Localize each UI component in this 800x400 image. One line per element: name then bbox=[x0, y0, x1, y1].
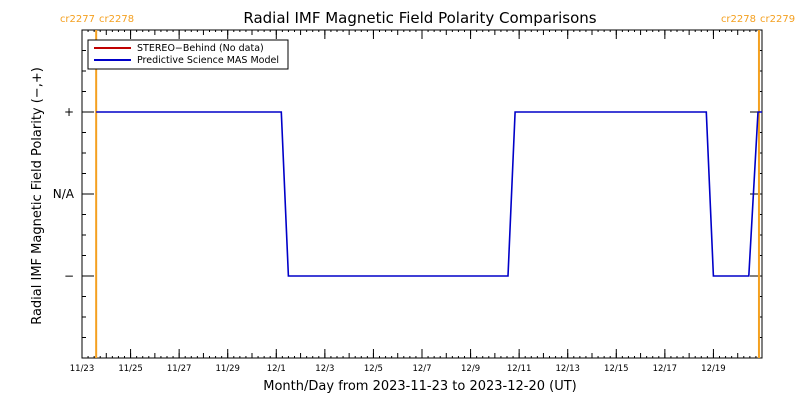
x-tick-label: 12/17 bbox=[653, 364, 678, 374]
x-tick-label: 12/13 bbox=[555, 364, 580, 374]
carrington-right-label: cr2279 bbox=[760, 14, 795, 25]
x-tick-label: 12/7 bbox=[412, 364, 431, 374]
series-line-mas-model bbox=[96, 111, 762, 277]
plot-frame bbox=[81, 29, 763, 359]
axis-ticks bbox=[81, 30, 763, 358]
x-tick-label: 12/3 bbox=[315, 364, 334, 374]
y-tick-label: + bbox=[64, 105, 74, 119]
carrington-labels: cr2277 cr2278 cr2278 cr2279 bbox=[60, 14, 795, 25]
y-tick-labels: + N/A − bbox=[53, 105, 75, 283]
x-tick-label: 11/23 bbox=[70, 364, 95, 374]
chart-title: Radial IMF Magnetic Field Polarity Compa… bbox=[243, 9, 596, 27]
x-tick-labels: 11/23 11/25 11/27 11/29 12/1 12/3 12/5 12/7 12/9… bbox=[70, 364, 726, 374]
x-tick-label: 12/19 bbox=[701, 364, 726, 374]
x-tick-label: 12/11 bbox=[507, 364, 532, 374]
x-tick-label: 12/15 bbox=[604, 364, 629, 374]
x-tick-label: 11/29 bbox=[215, 364, 240, 374]
x-tick-label: 12/5 bbox=[364, 364, 383, 374]
series-lines bbox=[96, 111, 762, 277]
x-tick-label: 12/9 bbox=[461, 364, 480, 374]
legend-label-mas-model: Predictive Science MAS Model bbox=[137, 55, 279, 66]
x-axis-label: Month/Day from 2023-11-23 to 2023-12-20 … bbox=[263, 379, 576, 394]
x-tick-label: 11/25 bbox=[118, 364, 143, 374]
x-tick-label: 12/1 bbox=[267, 364, 286, 374]
x-tick-label: 11/27 bbox=[167, 364, 192, 374]
carrington-right-label: cr2278 bbox=[99, 14, 134, 25]
y-tick-label: − bbox=[64, 269, 74, 283]
y-axis-label: Radial IMF Magnetic Field Polarity (−,+) bbox=[30, 67, 45, 325]
carrington-left-label: cr2278 bbox=[721, 14, 756, 25]
y-tick-label: N/A bbox=[53, 187, 75, 201]
legend: STEREO−Behind (No data) Predictive Scien… bbox=[87, 39, 289, 70]
legend-box bbox=[87, 39, 289, 70]
carrington-marker-lines bbox=[95, 30, 760, 358]
legend-label-stereo: STEREO−Behind (No data) bbox=[137, 43, 264, 54]
carrington-left-label: cr2277 bbox=[60, 14, 95, 25]
